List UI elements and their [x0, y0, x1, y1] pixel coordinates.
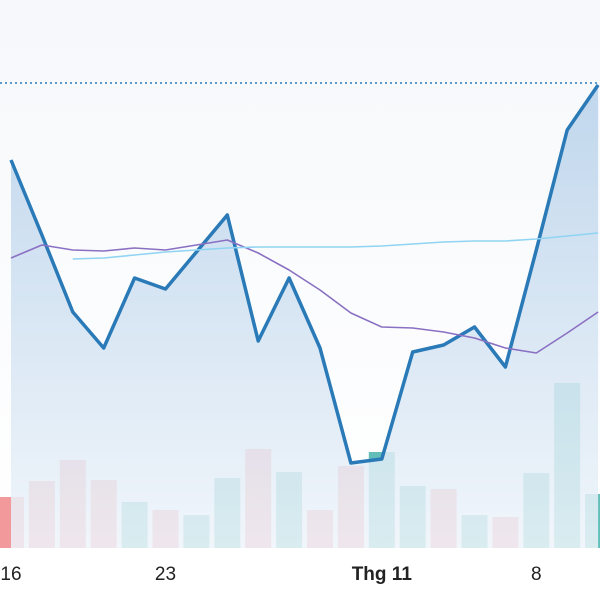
- ma-line: [72, 232, 599, 260]
- ma-line: [10, 239, 599, 354]
- x-tick-label: 16: [0, 564, 21, 585]
- x-tick-label: Thg 11: [352, 564, 413, 585]
- x-tick-label: 8: [531, 564, 542, 585]
- price-line: [9, 84, 600, 465]
- x-tick-label: 23: [155, 564, 176, 585]
